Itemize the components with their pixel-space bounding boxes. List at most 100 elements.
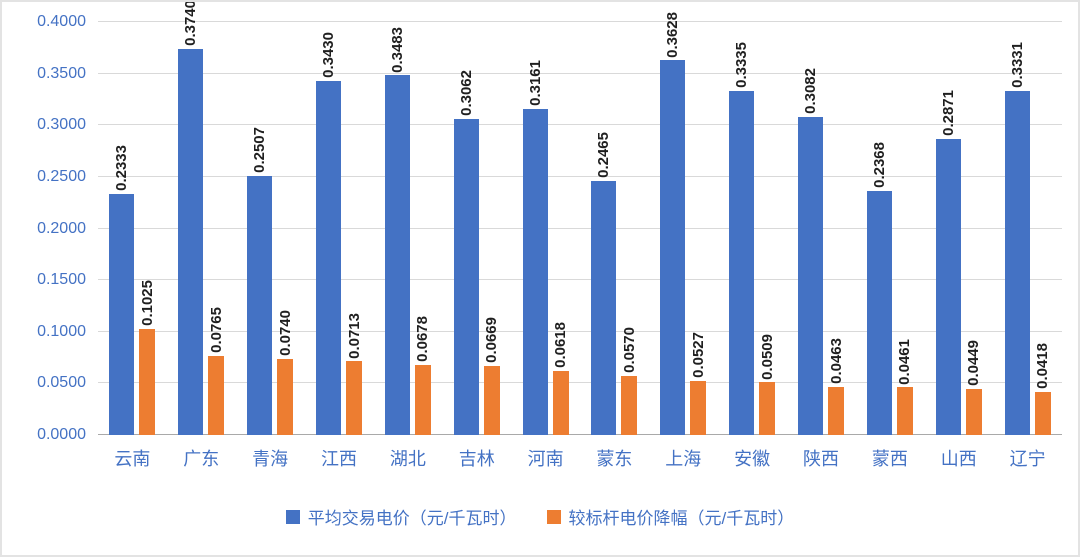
y-axis-labels: 0.0000 0.0500 0.1000 0.1500 0.2000 0.2500 0.30… (12, 13, 90, 443)
bar-slot: 0.0618 (552, 22, 569, 435)
y-tick-label: 0.0000 (37, 426, 86, 443)
bar-slot: 0.0449 (965, 22, 982, 435)
bar-value-label: 0.0509 (758, 333, 776, 380)
bar-slot: 0.0669 (483, 22, 501, 435)
bar-benchmark-reduction (277, 358, 294, 435)
bar-slot: 0.3335 (729, 22, 755, 435)
bar-group: 0.3062 0.0669 (442, 22, 511, 435)
bar-slot: 0.3062 (453, 22, 479, 435)
bar-avg-trade-price (316, 80, 341, 435)
bar-benchmark-reduction (965, 388, 982, 435)
bar-slot: 0.3628 (660, 12, 686, 435)
gridline (98, 382, 1062, 384)
bar-group: 0.2333 0.1025 (98, 22, 167, 435)
y-tick-label: 0.4000 (37, 13, 86, 30)
bar-slot: 0.0463 (827, 22, 845, 435)
bar-avg-trade-price (935, 138, 961, 435)
bar-value-label: 0.2333 (113, 145, 131, 192)
bar-benchmark-reduction (208, 356, 225, 435)
bar-slot: 0.0678 (414, 22, 432, 435)
bar-slot: 0.3430 (316, 22, 341, 435)
y-tick-label: 0.1000 (37, 322, 86, 340)
bar-value-label: 0.3331 (1008, 42, 1026, 89)
gridline (98, 330, 1062, 332)
bar-group: 0.3483 0.0678 (373, 22, 442, 435)
x-tick-label: 广东 (183, 449, 220, 469)
bar-value-label: 0.0463 (827, 338, 845, 385)
bar-value-label: 0.0678 (414, 316, 432, 362)
bar-slot: 0.0765 (207, 22, 225, 435)
bar-benchmark-reduction (759, 382, 776, 435)
bar-avg-trade-price (660, 60, 686, 435)
gridline (98, 21, 1062, 22)
bar-avg-trade-price (247, 176, 273, 435)
bar-value-label: 0.3062 (457, 69, 475, 116)
legend-swatch-icon (285, 509, 300, 524)
x-axis-line (98, 434, 1062, 435)
bar-value-label: 0.3161 (526, 59, 544, 106)
bar-avg-trade-price (729, 90, 755, 435)
bar-avg-trade-price (798, 116, 824, 435)
y-tick-label: 0.0500 (37, 374, 86, 392)
x-tick-label: 蒙西 (871, 449, 908, 469)
bar-benchmark-reduction (828, 387, 845, 435)
x-tick-label: 蒙东 (596, 449, 633, 469)
bar-group: 0.3161 0.0618 (511, 22, 580, 435)
y-tick-label: 0.3000 (37, 116, 86, 134)
bar-value-label: 0.3335 (733, 41, 751, 88)
bar-value-label: 0.3628 (664, 11, 682, 58)
legend-item: 平均交易电价（元/千瓦时） (285, 504, 517, 529)
bar-benchmark-reduction (1034, 391, 1051, 435)
bar-group: 0.2507 0.0740 (236, 22, 305, 435)
bar-group: 0.2871 0.0449 (924, 22, 993, 435)
bar-group: 0.3628 0.0527 (649, 12, 718, 435)
bar-benchmark-reduction (690, 380, 707, 435)
x-tick-label: 山西 (940, 449, 977, 469)
bar-group: 0.3430 0.0713 (305, 22, 374, 435)
bar-value-label: 0.3483 (388, 26, 406, 73)
bar-benchmark-reduction (552, 371, 569, 435)
bar-slot: 0.0740 (276, 22, 294, 435)
bar-slot: 0.0418 (1034, 22, 1052, 435)
bar-slot: 0.2368 (866, 22, 892, 435)
legend: 平均交易电价（元/千瓦时） 较标杆电价降幅（元/千瓦时） (2, 504, 1078, 529)
bar-value-label: 0.0669 (483, 317, 501, 363)
legend-item: 较标杆电价降幅（元/千瓦时） (546, 504, 794, 529)
bar-slot: 0.3161 (522, 22, 548, 435)
y-tick-label: 0.1500 (37, 271, 86, 289)
x-tick-label: 吉林 (458, 449, 495, 469)
gridline (98, 124, 1062, 126)
bar-value-label: 0.0461 (896, 338, 914, 385)
bar-group: 0.2465 0.0570 (580, 22, 649, 435)
bar-value-label: 0.0713 (345, 312, 363, 359)
bar-benchmark-reduction (414, 365, 431, 435)
y-tick-label: 0.3500 (37, 64, 86, 82)
x-tick-label: 河南 (527, 449, 564, 469)
bar-value-label: 0.0765 (207, 307, 225, 354)
bar-slot: 0.2507 (247, 22, 273, 435)
x-tick-label: 青海 (252, 449, 289, 469)
bar-avg-trade-price (453, 118, 479, 435)
bar-benchmark-reduction (483, 365, 500, 435)
gridline (98, 279, 1062, 281)
bar-group: 0.3740 0.0765 (167, 2, 236, 435)
bar-value-label: 0.0418 (1034, 342, 1052, 389)
plot-area: 0.2333 0.1025 0.3740 0.0765 0.2507 0.0740 0.34… (98, 2, 1062, 435)
bar-avg-trade-price (109, 194, 135, 435)
bar-value-label: 0.2368 (870, 141, 888, 188)
bar-slot: 0.3740 (178, 2, 204, 435)
bar-avg-trade-price (178, 48, 204, 435)
bar-value-label: 0.0570 (620, 327, 638, 374)
bar-value-label: 0.0740 (276, 309, 294, 356)
bar-value-label: 0.3082 (802, 67, 820, 114)
bar-value-label: 0.2871 (939, 89, 957, 136)
y-tick-label: 0.2500 (37, 167, 86, 185)
bar-value-label: 0.2465 (595, 131, 613, 178)
bar-benchmark-reduction (139, 329, 156, 435)
bar-group: 0.3335 0.0509 (718, 22, 787, 435)
y-tick-label: 0.2000 (37, 219, 86, 237)
gridlines (98, 21, 1062, 435)
x-tick-label: 安徽 (734, 449, 771, 469)
bar-group: 0.3082 0.0463 (787, 22, 856, 435)
